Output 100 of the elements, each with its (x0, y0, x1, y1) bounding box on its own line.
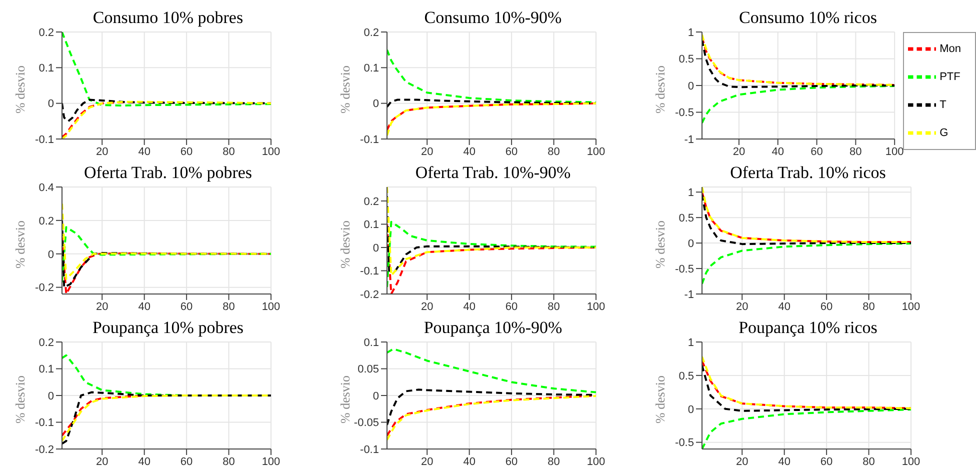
y-axis-title: % desvio (12, 220, 28, 268)
y-tick-label: 0 (48, 390, 54, 402)
legend-label: PTF (940, 70, 960, 83)
line-series (702, 242, 911, 285)
y-tick-label: -0.5 (675, 263, 694, 276)
x-tick-label: 60 (180, 456, 193, 468)
y-tick-label: 0.1 (364, 336, 379, 349)
y-tick-label: 0.2 (364, 26, 379, 39)
x-tick-label: 60 (820, 456, 833, 468)
x-tick-label: 100 (262, 456, 280, 468)
y-tick-label: 1 (688, 187, 694, 199)
x-tick-label: 40 (138, 456, 150, 468)
x-tick-label: 80 (222, 300, 235, 313)
chart-title: Oferta Trab. 10%-90% (414, 163, 572, 183)
x-tick-label: 20 (420, 456, 434, 468)
chart-title: Poupança 10% ricos (738, 318, 878, 338)
y-tick-label: 0.5 (678, 54, 694, 66)
x-tick-label: 60 (180, 300, 193, 313)
y-tick-label: -0.1 (360, 266, 379, 278)
line-series (387, 348, 596, 394)
y-axis-title: % desvio (338, 220, 353, 268)
x-tick-label: 60 (505, 456, 518, 468)
line-series (702, 85, 895, 124)
x-tick-label: 40 (772, 146, 784, 158)
chart-title: Consumo 10% ricos (738, 8, 878, 28)
y-axis-title: % desvio (12, 65, 28, 114)
x-tick-label: 80 (862, 300, 875, 313)
x-tick-label: 80 (222, 456, 235, 468)
y-tick-label: -0.2 (35, 444, 54, 456)
x-tick-label: 100 (902, 300, 920, 313)
x-tick-label: 40 (778, 300, 790, 313)
x-tick-label: 100 (262, 300, 280, 313)
x-tick-label: 80 (850, 146, 862, 158)
chart-title: Oferta Trab. 10% pobres (82, 163, 254, 183)
x-tick-label: 20 (420, 300, 434, 313)
x-tick-label: 100 (885, 146, 904, 158)
y-tick-label: 0 (688, 80, 694, 92)
y-axis-title: % desvio (652, 65, 668, 114)
y-tick-label: 0.4 (38, 182, 54, 194)
y-tick-label: 0.1 (38, 364, 54, 376)
y-axis-title: % desvio (652, 220, 668, 268)
y-tick-label: -0.2 (35, 282, 54, 294)
y-axis-title: % desvio (338, 375, 353, 424)
y-tick-label: -1 (684, 288, 694, 301)
chart-title: Consumo 10%-90% (423, 8, 563, 28)
x-tick-label: 80 (548, 146, 560, 158)
x-tick-label: 20 (96, 300, 108, 313)
chart-title: Poupança 10%-90% (422, 318, 564, 338)
chart-title: Poupança 10% pobres (91, 318, 245, 338)
y-tick-label: 0.5 (678, 370, 694, 382)
x-tick-label: 20 (96, 456, 108, 468)
y-tick-label: 0.1 (364, 62, 379, 75)
x-tick-label: 20 (732, 146, 746, 158)
y-tick-label: 0 (372, 390, 379, 402)
legend-label: G (940, 126, 948, 139)
x-tick-label: 100 (586, 456, 606, 468)
y-tick-label: 0 (688, 404, 694, 416)
y-tick-label: 0.2 (364, 196, 379, 208)
y-tick-label: -0.1 (35, 417, 54, 430)
y-tick-label: 0 (372, 242, 379, 254)
x-tick-label: 60 (810, 146, 823, 158)
y-tick-label: 0.1 (364, 219, 379, 232)
y-axis-title: % desvio (652, 375, 668, 424)
x-tick-label: 40 (463, 300, 476, 313)
x-tick-label: 40 (138, 300, 150, 313)
x-tick-label: 40 (138, 146, 150, 158)
y-tick-label: 0 (48, 98, 54, 110)
y-axis-title: % desvio (12, 375, 28, 424)
legend-label: Mon (940, 42, 961, 55)
chart-title: Oferta Trab. 10% ricos (729, 163, 887, 183)
x-tick-label: 40 (463, 456, 476, 468)
x-tick-label: 100 (262, 146, 280, 158)
x-tick-label: 100 (586, 300, 606, 313)
x-tick-label: 100 (586, 146, 606, 158)
y-tick-label: -1 (684, 134, 694, 146)
x-tick-label: 60 (505, 300, 518, 313)
x-tick-label: 60 (820, 300, 833, 313)
y-tick-label: -0.1 (35, 134, 54, 146)
y-tick-label: -0.1 (360, 444, 379, 456)
y-tick-label: -0.5 (675, 107, 694, 120)
y-axis-title: % desvio (338, 65, 353, 114)
x-tick-label: 80 (548, 456, 560, 468)
x-tick-label: 100 (902, 456, 920, 468)
y-tick-label: 0 (372, 98, 379, 110)
x-tick-label: 20 (96, 146, 108, 158)
y-tick-label: 1 (688, 336, 694, 349)
y-tick-label: 0.2 (38, 26, 54, 39)
y-tick-label: 0.1 (38, 62, 54, 75)
x-tick-label: 60 (180, 146, 193, 158)
y-tick-label: -0.2 (360, 288, 379, 301)
x-tick-label: 80 (548, 300, 560, 313)
y-tick-label: 0.5 (678, 212, 694, 224)
y-tick-label: 0.05 (358, 364, 379, 376)
chart-title: Consumo 10% pobres (92, 8, 244, 28)
y-tick-label: -0.1 (360, 134, 379, 146)
y-tick-label: 0 (688, 238, 694, 250)
x-tick-label: 20 (736, 300, 748, 313)
x-tick-label: 40 (463, 146, 476, 158)
y-tick-label: -0.5 (675, 437, 694, 450)
x-tick-label: 80 (222, 146, 235, 158)
